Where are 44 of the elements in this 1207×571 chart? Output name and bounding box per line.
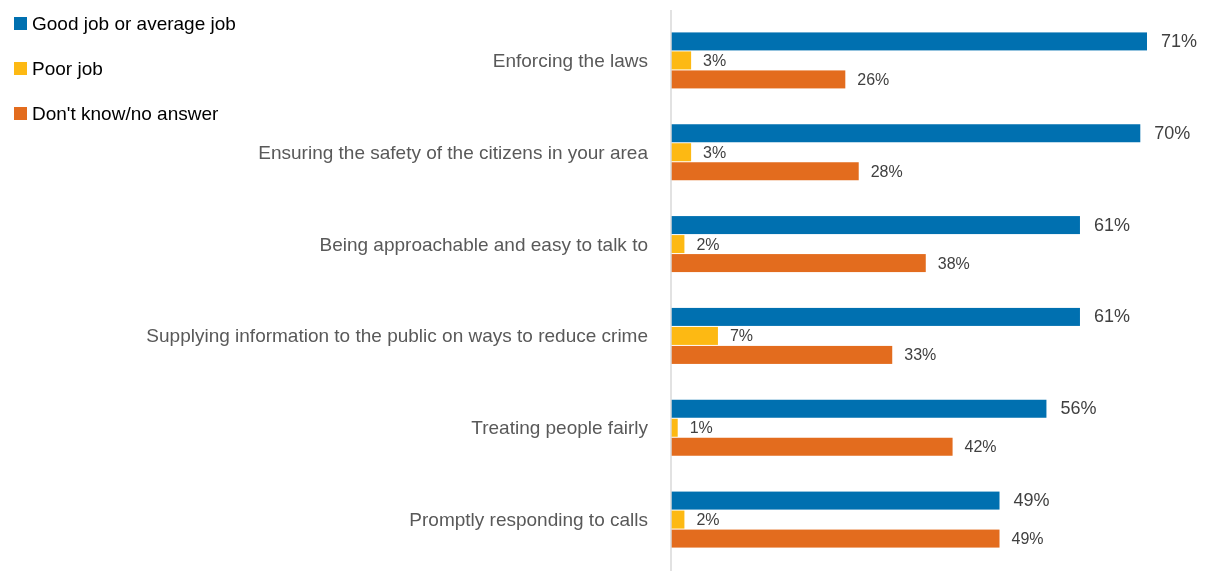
bar — [671, 510, 685, 529]
data-label: 2% — [696, 235, 720, 253]
data-label: 1% — [689, 419, 713, 437]
bar — [671, 162, 859, 181]
legend-label: Good job or average job — [32, 13, 236, 34]
bar — [671, 143, 692, 162]
bar — [671, 51, 692, 70]
bar — [671, 437, 953, 456]
legend-label: Don't know/no answer — [32, 103, 220, 124]
y-tick-label: Promptly responding to calls — [409, 509, 648, 531]
data-label: 56% — [1060, 398, 1097, 419]
bar — [671, 70, 846, 89]
data-label: 3% — [703, 143, 727, 161]
data-label: 49% — [1011, 530, 1044, 548]
data-label: 61% — [1093, 306, 1130, 327]
y-tick-label: Treating people fairly — [471, 417, 649, 439]
data-label: 42% — [964, 438, 997, 456]
bar — [671, 307, 1080, 326]
bar — [671, 326, 718, 345]
data-label: 2% — [696, 511, 720, 529]
bar — [671, 399, 1047, 418]
y-tick-label: Supplying information to the public on ways to reduce crime — [146, 325, 648, 347]
bar — [671, 345, 893, 364]
bar — [671, 32, 1147, 51]
bar — [671, 529, 1000, 548]
data-label: 28% — [870, 162, 903, 180]
legend-label: Poor job — [32, 58, 103, 79]
bar — [671, 124, 1141, 143]
data-label: 49% — [1013, 490, 1050, 511]
data-label: 61% — [1093, 214, 1130, 235]
y-tick-label: Being approachable and easy to talk to — [319, 233, 648, 255]
bar — [671, 235, 685, 254]
data-label: 7% — [729, 327, 754, 345]
y-tick-label: Ensuring the safety of the citizens in your area — [258, 141, 649, 163]
bar — [671, 491, 1000, 510]
y-tick-label: Enforcing the laws — [492, 49, 648, 71]
data-label: 26% — [857, 70, 890, 88]
data-label: 3% — [703, 51, 727, 69]
data-label: 70% — [1154, 122, 1191, 143]
bar — [671, 254, 926, 273]
data-label: 33% — [904, 346, 937, 364]
data-label: 71% — [1160, 30, 1198, 51]
bar — [671, 216, 1080, 235]
data-label: 38% — [937, 254, 970, 272]
